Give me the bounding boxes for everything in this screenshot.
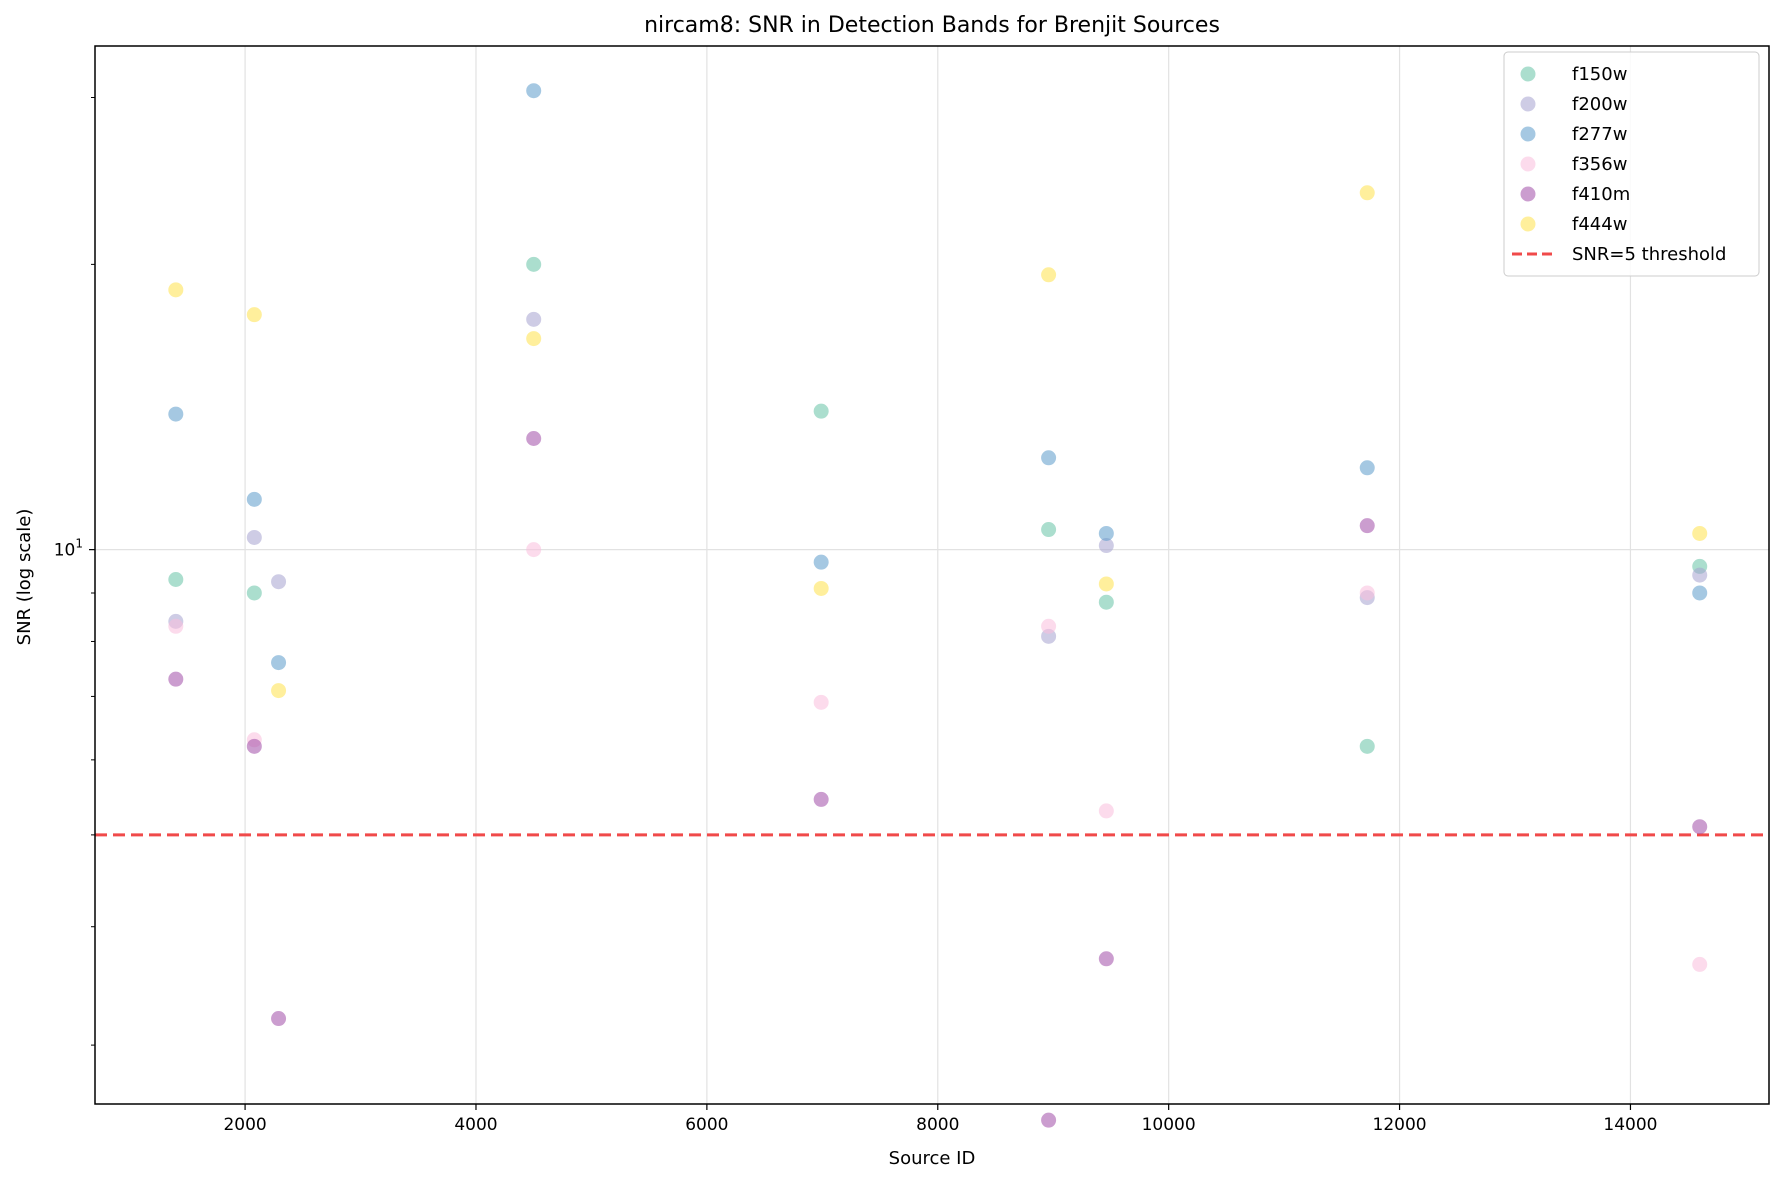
data-point-f410m (1098, 951, 1114, 967)
x-axis-label: Source ID (889, 1148, 976, 1169)
data-point-f444w (813, 580, 829, 596)
data-point-f150w (1359, 738, 1375, 754)
data-point-f410m (271, 1011, 287, 1027)
data-point-f200w (246, 529, 262, 545)
legend-label-f277w: f277w (1572, 124, 1627, 145)
legend-label-f356w: f356w (1572, 154, 1627, 175)
legend-marker-f444w (1520, 216, 1536, 232)
data-point-f444w (271, 683, 287, 699)
chart-title: nircam8: SNR in Detection Bands for Bren… (644, 13, 1220, 38)
data-point-f150w (168, 571, 184, 587)
x-tick-label: 10000 (1142, 1115, 1196, 1135)
y-axis-label: SNR (log scale) (14, 509, 35, 646)
data-point-f150w (1041, 522, 1057, 538)
y-axis-ticks: 101 (54, 97, 95, 1046)
y-tick-label: 101 (54, 537, 83, 561)
data-point-f410m (526, 431, 542, 447)
legend-label-f444w: f444w (1572, 214, 1627, 235)
legend: f150w f200w f277w f356w f410m f444w SNR=5 thre… (1503, 51, 1760, 277)
legend-marker-f356w (1520, 156, 1536, 172)
x-tick-label: 4000 (454, 1115, 497, 1135)
data-point-f410m (813, 791, 829, 807)
data-point-f277w (1692, 585, 1708, 601)
data-points (168, 83, 1708, 1128)
plot-frame (94, 45, 1770, 1105)
x-tick-label: 8000 (916, 1115, 959, 1135)
data-point-f444w (1359, 185, 1375, 201)
data-point-f277w (526, 83, 542, 99)
data-point-f356w (813, 694, 829, 710)
legend-marker-f277w (1520, 126, 1536, 142)
legend-label-f200w: f200w (1572, 94, 1627, 115)
data-point-f277w (271, 655, 287, 671)
legend-label-threshold: SNR=5 threshold (1572, 244, 1726, 265)
data-point-f444w (1098, 576, 1114, 592)
data-point-f410m (1359, 518, 1375, 534)
data-point-f410m (168, 671, 184, 687)
data-point-f200w (526, 311, 542, 327)
data-point-f356w (1041, 618, 1057, 634)
legend-box (1503, 51, 1760, 277)
data-point-f444w (1692, 525, 1708, 541)
data-point-f150w (1098, 594, 1114, 610)
x-tick-label: 6000 (685, 1115, 728, 1135)
data-point-f200w (1692, 567, 1708, 583)
data-point-f356w (1098, 803, 1114, 819)
data-point-f277w (246, 491, 262, 507)
data-point-f277w (168, 406, 184, 422)
data-point-f150w (246, 585, 262, 601)
data-point-f410m (246, 738, 262, 754)
x-axis-ticks: 2000 4000 6000 8000 10000 12000 14000 (223, 1104, 1658, 1135)
data-point-f356w (1359, 585, 1375, 601)
legend-marker-f410m (1520, 186, 1536, 202)
data-point-f356w (168, 618, 184, 634)
data-point-f277w (1098, 525, 1114, 541)
x-tick-label: 14000 (1603, 1115, 1657, 1135)
legend-marker-f150w (1520, 66, 1536, 82)
legend-marker-f200w (1520, 96, 1536, 112)
legend-label-f150w: f150w (1572, 64, 1627, 85)
data-point-f356w (1692, 956, 1708, 972)
data-point-f150w (813, 403, 829, 419)
data-point-f200w (271, 574, 287, 590)
data-point-f444w (526, 331, 542, 347)
data-point-f410m (1692, 819, 1708, 835)
data-point-f444w (1041, 267, 1057, 283)
data-point-f444w (168, 282, 184, 298)
x-tick-label: 2000 (223, 1115, 266, 1135)
data-point-f277w (813, 554, 829, 570)
data-point-f277w (1041, 450, 1057, 466)
data-point-f356w (526, 542, 542, 558)
data-point-f410m (1041, 1112, 1057, 1128)
data-point-f277w (1359, 460, 1375, 476)
x-tick-label: 12000 (1373, 1115, 1427, 1135)
data-point-f200w (1098, 538, 1114, 554)
data-point-f444w (246, 307, 262, 323)
legend-label-f410m: f410m (1572, 184, 1630, 205)
data-point-f150w (526, 256, 542, 272)
